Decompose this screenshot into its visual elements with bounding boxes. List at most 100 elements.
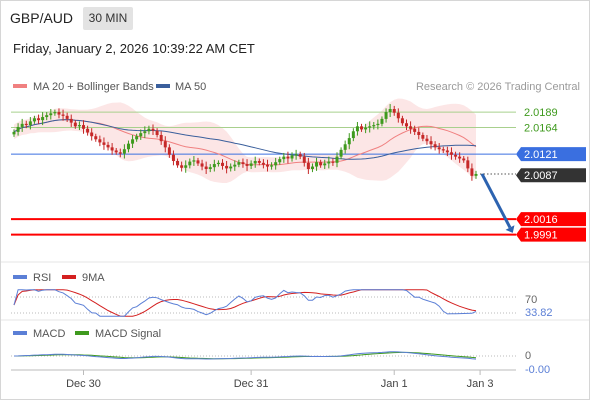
candle <box>380 116 384 127</box>
macd-panel <box>11 351 516 360</box>
candle <box>270 162 274 170</box>
candle <box>94 133 98 142</box>
candle <box>331 158 335 166</box>
rsi-ma-line <box>13 289 477 317</box>
candle <box>360 123 364 132</box>
ma50-legend-swatch <box>156 84 170 88</box>
ma50-line <box>13 119 477 160</box>
price-tag-label: 2.0189 <box>524 107 558 119</box>
level-lines <box>11 111 516 236</box>
candle <box>335 152 339 168</box>
candle <box>400 115 404 126</box>
candle <box>102 137 106 150</box>
macd-signal-legend-label: MACD Signal <box>95 328 161 340</box>
candle <box>372 121 376 130</box>
candle <box>261 159 265 169</box>
candle <box>32 115 36 124</box>
candle <box>151 124 155 135</box>
candle <box>28 117 32 130</box>
candle <box>425 134 429 145</box>
candle <box>315 157 319 171</box>
macd-legend-swatch <box>13 331 27 335</box>
price-tag-label: 1.9991 <box>524 230 558 242</box>
candle <box>167 144 171 158</box>
candle <box>77 121 81 131</box>
candle <box>433 141 437 151</box>
candle <box>392 105 396 116</box>
candle <box>135 133 139 142</box>
research-credit: Research © 2026 Trading Central <box>416 81 580 93</box>
candle <box>233 160 237 171</box>
candle <box>82 120 86 134</box>
forecast-arrow-head <box>505 225 515 233</box>
candle <box>364 123 368 134</box>
candle <box>57 108 61 119</box>
rsi-70-label: 70 <box>525 294 537 306</box>
candle <box>69 114 73 127</box>
candle <box>221 159 225 170</box>
candle <box>118 148 122 158</box>
macd-value-label: -0.00 <box>525 364 550 376</box>
price-tag-resistance-1: 2.0164 <box>524 123 558 135</box>
candle <box>41 112 45 126</box>
candle <box>110 143 114 155</box>
candle <box>196 157 200 166</box>
time-axis: Dec 30 Dec 31 Jan 1 Jan 3 <box>66 370 494 390</box>
candle <box>208 164 212 173</box>
ma20-legend-swatch <box>13 84 27 88</box>
candle <box>114 147 118 155</box>
candle <box>286 151 290 164</box>
candle <box>86 125 90 136</box>
candle <box>237 159 241 168</box>
candle <box>216 160 220 167</box>
candle <box>45 112 49 121</box>
candle <box>212 159 216 172</box>
price-level-tags: 2.0189 2.0164 2.0121 2.0087 2.0016 1.9991 <box>516 107 586 242</box>
candle <box>404 119 408 131</box>
candlesticks <box>12 104 478 181</box>
candle <box>49 108 53 120</box>
rsi-legend-label: RSI <box>33 272 51 284</box>
candle <box>171 150 175 166</box>
forecast-arrow <box>480 173 515 233</box>
candle <box>143 126 147 139</box>
candle <box>339 147 343 160</box>
candle <box>323 159 327 170</box>
candle <box>454 151 458 160</box>
candle <box>319 159 323 168</box>
rsi-ma-legend-swatch <box>62 275 76 279</box>
candle <box>147 125 151 135</box>
candle <box>421 132 425 142</box>
candle <box>53 109 57 116</box>
price-tag-resistance-2: 2.0189 <box>524 107 558 119</box>
candle <box>126 140 130 153</box>
candle <box>302 152 306 167</box>
candle <box>249 160 253 170</box>
candle <box>241 158 245 168</box>
candle <box>458 152 462 163</box>
candle <box>376 119 380 130</box>
timeframe-badge[interactable]: 30 MIN <box>83 7 133 30</box>
candle <box>200 159 204 171</box>
candle <box>298 151 302 160</box>
macd-line <box>13 351 477 360</box>
price-tag-last-price: 2.0087 <box>516 168 586 183</box>
candle <box>351 128 355 142</box>
candle <box>253 156 257 168</box>
candle <box>180 161 184 172</box>
candle <box>290 152 294 162</box>
rsi-panel <box>11 289 516 317</box>
price-panel: 2.0189 2.0164 2.0121 2.0087 2.0016 1.9991 <box>11 98 586 242</box>
candle <box>310 163 314 173</box>
candle <box>73 120 77 129</box>
candle <box>176 158 180 168</box>
price-tag-label: 2.0121 <box>524 149 558 161</box>
candle <box>139 129 143 140</box>
candle <box>184 160 188 173</box>
candle <box>437 143 441 154</box>
candle <box>12 129 16 137</box>
candle <box>445 146 449 157</box>
report-datetime: Friday, January 2, 2026 10:39:22 AM CET <box>13 41 255 56</box>
candle <box>98 135 102 147</box>
candle <box>327 156 331 169</box>
